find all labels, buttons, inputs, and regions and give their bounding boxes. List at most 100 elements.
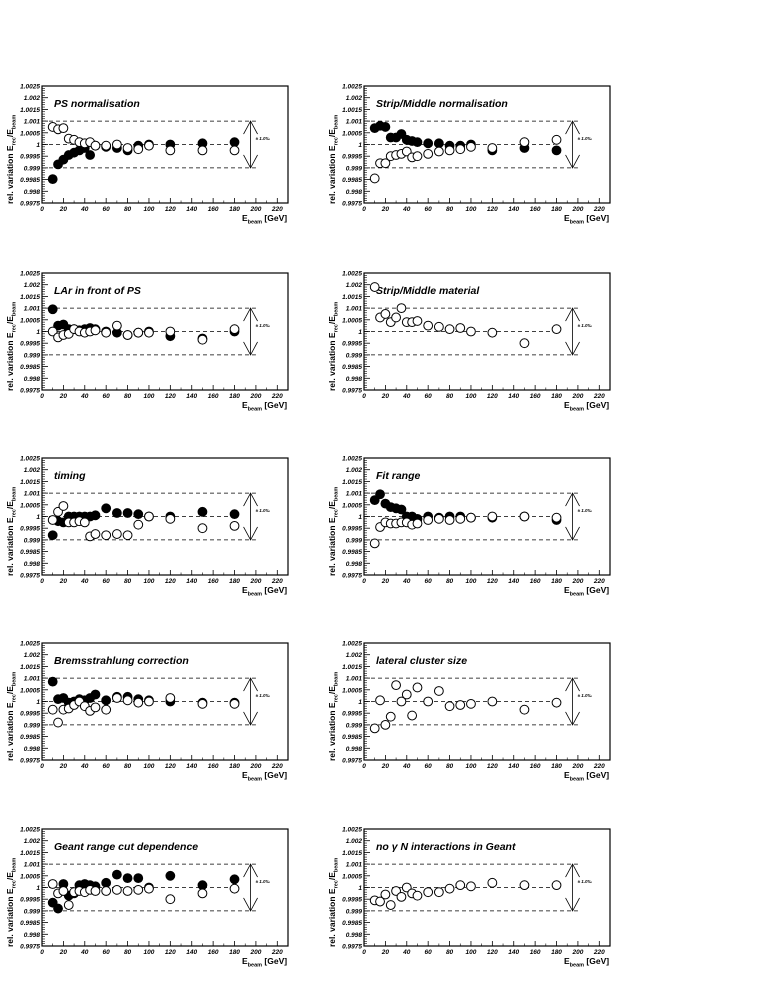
y-tick-label: 1.0005 xyxy=(342,687,362,694)
y-tick-label: 1.0005 xyxy=(20,873,40,880)
x-tick-label: 80 xyxy=(446,206,454,213)
band-arrowhead-up xyxy=(243,492,258,507)
y-tick-label: 1.0015 xyxy=(20,479,40,486)
open-marker xyxy=(144,140,154,151)
y-tick-label: 1.0005 xyxy=(20,502,40,509)
open-marker xyxy=(444,324,455,335)
open-marker xyxy=(165,326,176,337)
open-marker xyxy=(101,140,112,151)
y-tick-label: 0.998 xyxy=(24,189,41,196)
x-tick-label: 0 xyxy=(40,763,44,770)
open-marker xyxy=(519,880,530,891)
y-tick-label: 0.999 xyxy=(346,352,363,359)
open-marker xyxy=(433,321,444,332)
open-marker xyxy=(229,145,240,156)
y-tick-label: 0.9975 xyxy=(342,201,362,208)
open-marker xyxy=(165,693,176,703)
x-tick-label: 120 xyxy=(487,206,498,213)
y-tick-label: 0.999 xyxy=(346,165,363,172)
x-tick-label: 40 xyxy=(80,578,89,585)
x-tick-label: 200 xyxy=(571,206,583,213)
open-marker xyxy=(122,143,133,153)
x-tick-label: 100 xyxy=(144,393,155,400)
x-tick-label: 0 xyxy=(362,763,366,770)
y-tick-label: 1.002 xyxy=(24,652,41,659)
open-marker xyxy=(369,173,380,184)
open-marker xyxy=(90,886,101,896)
open-marker xyxy=(412,518,423,529)
y-tick-label: 0.9975 xyxy=(20,573,40,580)
open-marker xyxy=(53,717,63,728)
open-marker xyxy=(101,886,112,896)
y-tick-label: 1.002 xyxy=(24,282,41,289)
filled-marker xyxy=(53,903,63,914)
open-marker xyxy=(133,884,144,895)
panel-title: Strip/Middle material xyxy=(376,285,480,297)
open-marker xyxy=(58,501,69,511)
open-marker xyxy=(111,139,122,150)
open-marker xyxy=(369,538,380,549)
band-label: ± 1.0‰ xyxy=(578,508,593,513)
y-axis-title: rel. variation Erec/Ebeam xyxy=(5,487,18,576)
band-arrowhead-up xyxy=(565,677,580,692)
band-label: ± 1.0‰ xyxy=(256,136,271,141)
y-tick-label: 1 xyxy=(36,699,40,706)
open-marker xyxy=(455,700,466,710)
open-marker xyxy=(519,704,530,715)
panel-title: Strip/Middle normalisation xyxy=(376,98,508,110)
band-arrowhead-up xyxy=(243,307,258,322)
panel-title: LAr in front of PS xyxy=(54,285,141,297)
open-marker xyxy=(375,896,385,907)
filled-marker xyxy=(433,138,444,149)
open-marker xyxy=(90,529,101,539)
y-tick-label: 1.0025 xyxy=(20,641,40,648)
y-tick-label: 0.9985 xyxy=(20,549,40,556)
x-tick-label: 220 xyxy=(271,763,283,770)
open-marker xyxy=(369,282,380,292)
x-axis-title: Ebeam [GeV] xyxy=(564,956,609,969)
x-tick-label: 200 xyxy=(571,578,583,585)
x-tick-label: 200 xyxy=(249,393,261,400)
x-tick-label: 40 xyxy=(80,393,89,400)
y-tick-label: 1.0025 xyxy=(342,456,362,463)
x-tick-label: 80 xyxy=(124,393,132,400)
y-tick-label: 1.001 xyxy=(346,306,363,313)
y-tick-label: 0.999 xyxy=(24,352,41,359)
band-arrowhead-up xyxy=(243,863,258,878)
band-label: ± 1.0‰ xyxy=(578,136,593,141)
x-tick-label: 120 xyxy=(487,393,498,400)
y-tick-label: 0.9995 xyxy=(342,154,362,161)
chart-panel-2: 0.9975 0.998 0.9985 0.999 0.9995 1 1.0005 1.001… xyxy=(327,84,611,226)
open-marker xyxy=(111,884,122,895)
y-tick-label: 0.9985 xyxy=(342,734,362,741)
open-marker xyxy=(466,881,476,892)
y-tick-label: 1 xyxy=(36,329,40,336)
open-marker xyxy=(111,529,122,539)
open-marker xyxy=(466,326,476,337)
band-label: ± 1.0‰ xyxy=(256,508,271,513)
y-tick-label: 0.9995 xyxy=(342,897,362,904)
y-tick-label: 1.001 xyxy=(24,676,41,683)
x-tick-label: 180 xyxy=(551,393,562,400)
x-tick-label: 180 xyxy=(229,763,240,770)
y-tick-label: 0.9985 xyxy=(342,549,362,556)
x-tick-label: 180 xyxy=(229,949,240,956)
chart-panel-1: 0.9975 0.998 0.9985 0.999 0.9995 1 1.0005 1.001… xyxy=(5,84,289,226)
filled-marker xyxy=(380,122,391,132)
x-tick-label: 0 xyxy=(362,393,366,400)
y-tick-label: 1.0025 xyxy=(20,271,40,278)
open-marker xyxy=(165,145,176,156)
band-arrowhead-down xyxy=(243,711,258,726)
y-tick-label: 1.0025 xyxy=(342,271,362,278)
open-marker xyxy=(144,696,154,707)
x-axis-title: Ebeam [GeV] xyxy=(242,770,287,783)
x-tick-label: 100 xyxy=(144,949,155,956)
x-tick-label: 120 xyxy=(165,206,176,213)
open-marker xyxy=(487,327,498,338)
y-tick-label: 0.998 xyxy=(346,932,363,939)
y-tick-label: 0.9975 xyxy=(20,944,40,951)
y-tick-label: 1.0025 xyxy=(20,827,40,834)
y-tick-label: 1.002 xyxy=(346,282,363,289)
chart-panel-7: 0.9975 0.998 0.9985 0.999 0.9995 1 1.0005 1.001… xyxy=(5,641,289,783)
